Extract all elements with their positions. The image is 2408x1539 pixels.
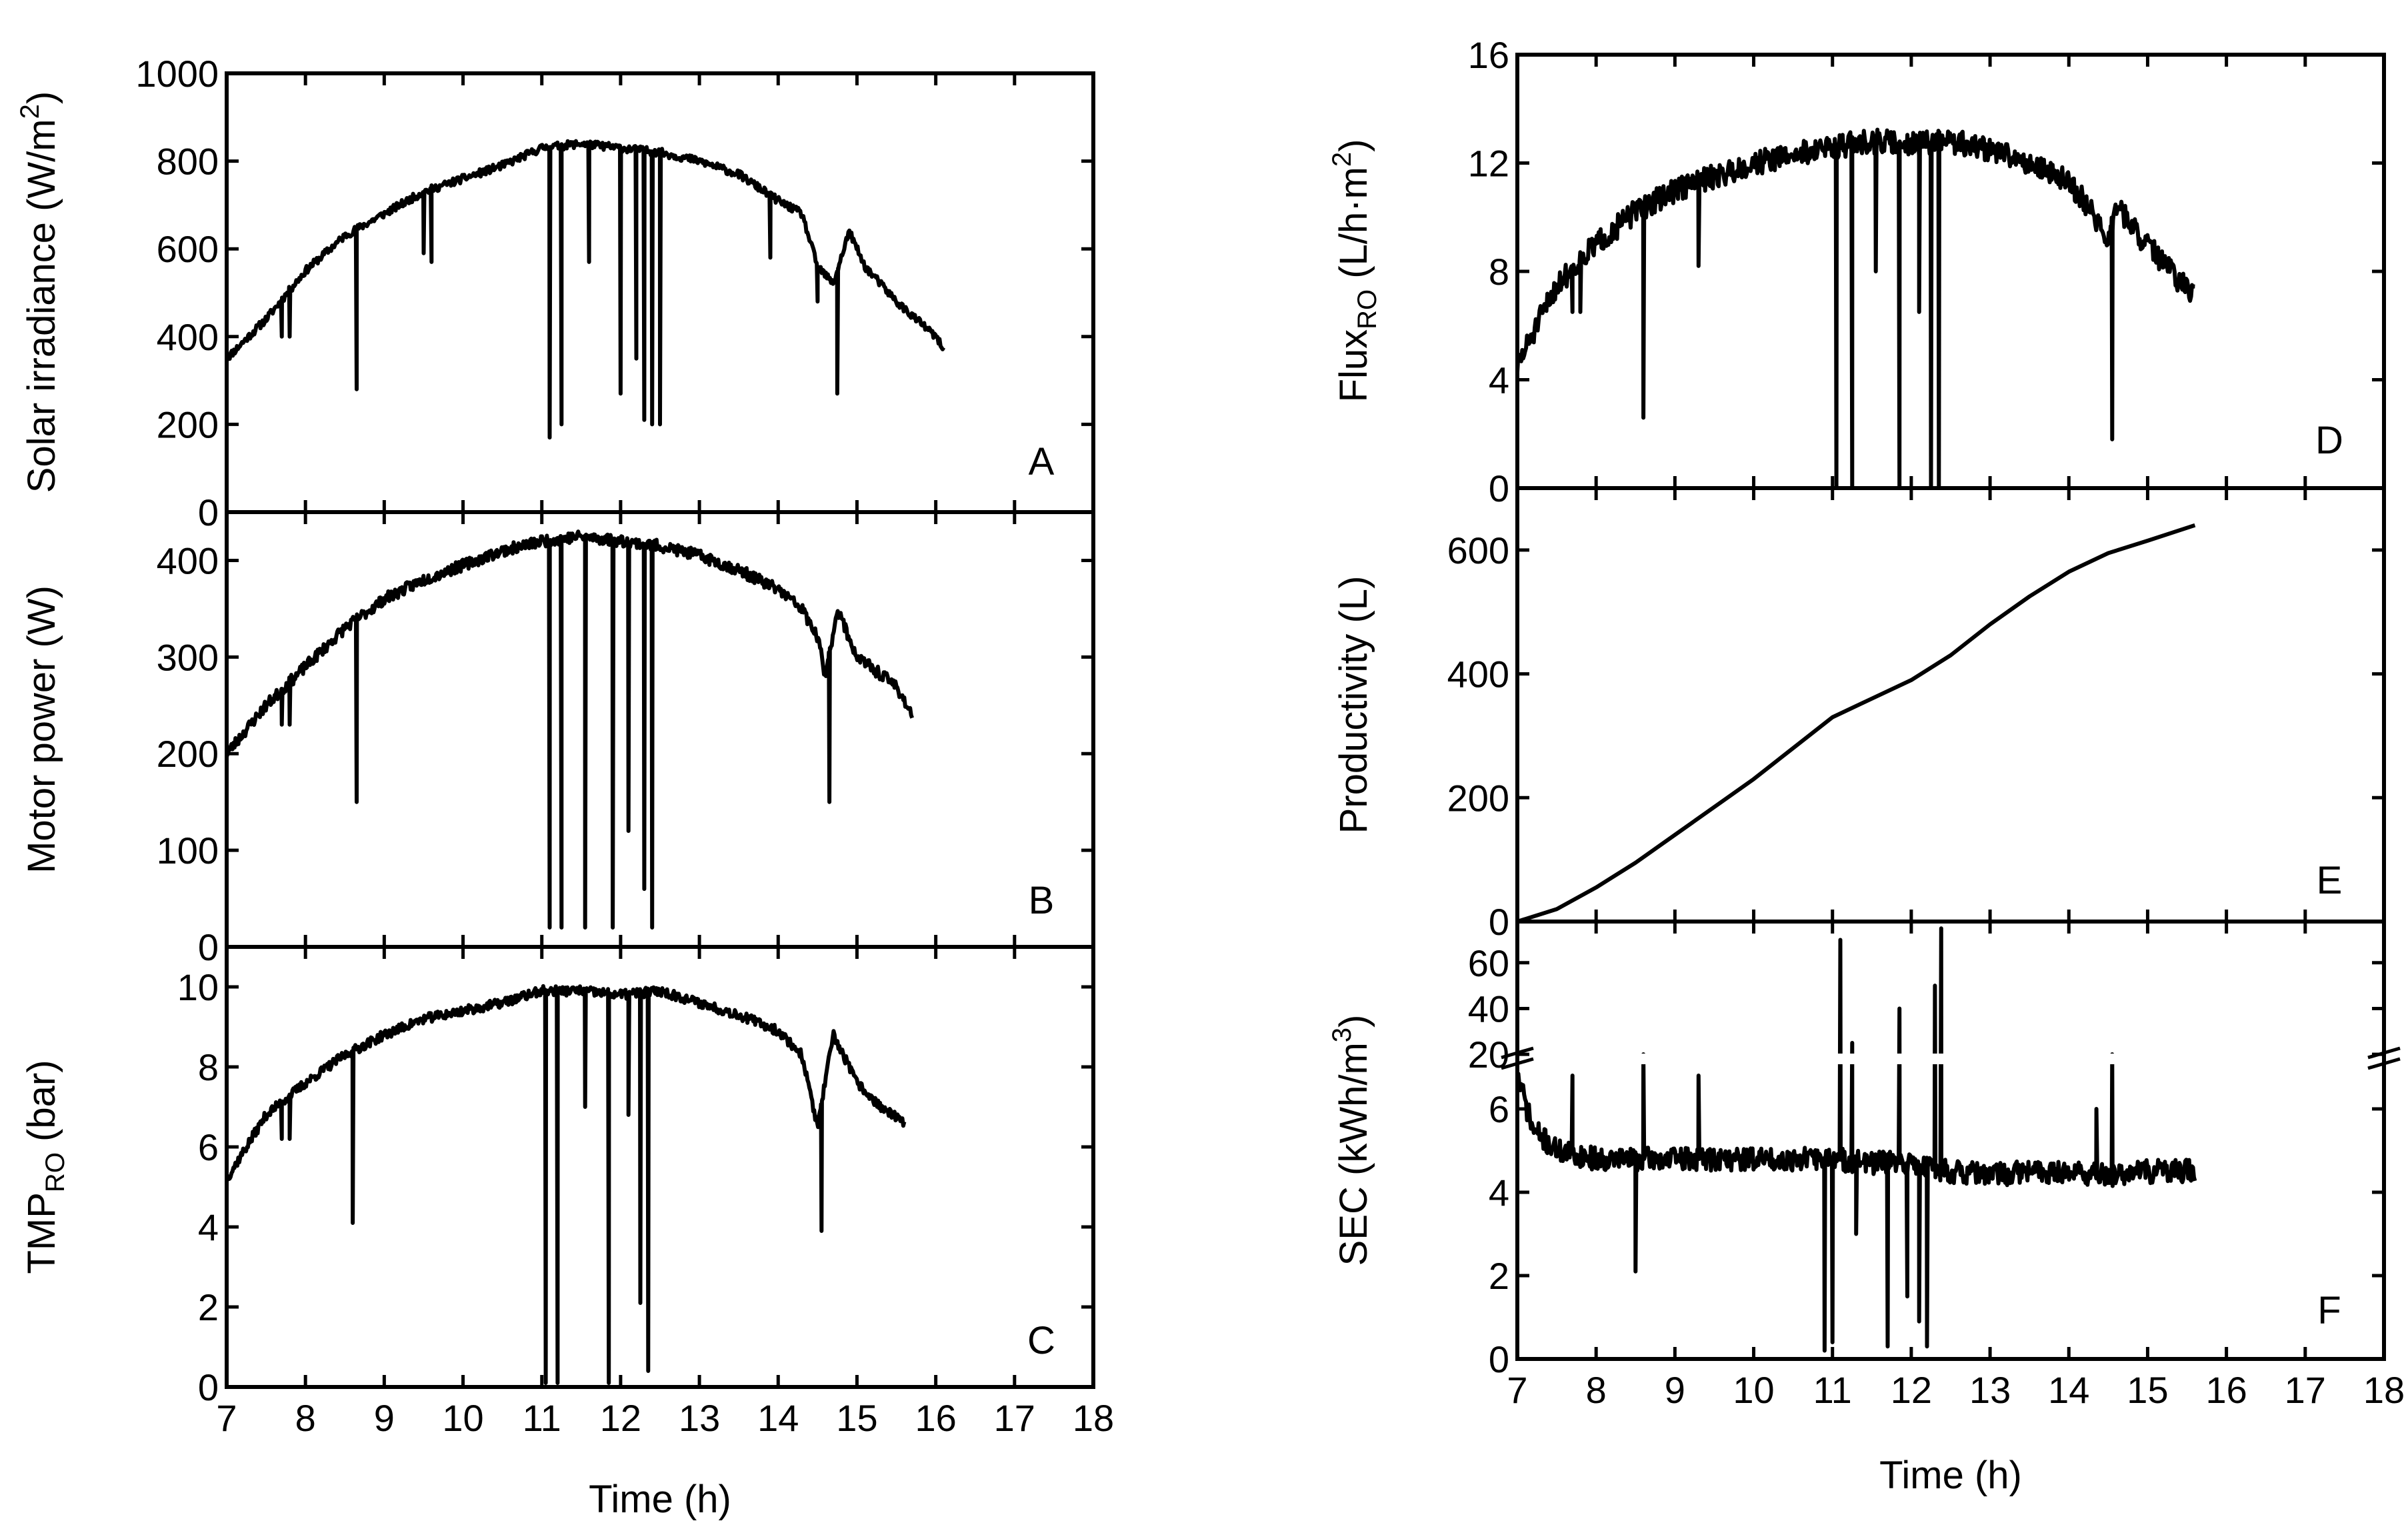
panel-a-ytick-label-1: 200 bbox=[157, 403, 219, 445]
panel-f-ytick-label-3: 6 bbox=[1489, 1088, 1509, 1130]
panel-e-ytick-label-3: 600 bbox=[1447, 529, 1509, 571]
panel-f-xtick-label-11: 18 bbox=[2363, 1369, 2405, 1411]
panel-c-frame bbox=[225, 945, 1095, 1389]
panel-c: 0 2 4 6 8 10 7 8 9 10 11 12 13 14 15 16 17 18 C TMPRO (b… bbox=[20, 945, 1114, 1521]
panel-f-xtick-label-9: 16 bbox=[2205, 1369, 2247, 1411]
panel-f-label: F bbox=[2317, 1289, 2341, 1332]
panel-f-xtick-label-6: 13 bbox=[1969, 1369, 2011, 1411]
panel-f-ytick-label-2: 4 bbox=[1489, 1172, 1509, 1214]
panel-f-ytick-label-4: 20 bbox=[1468, 1034, 1509, 1076]
panel-c-ytick-label-1: 2 bbox=[198, 1286, 219, 1328]
panel-f-xaxis: 7 8 9 10 11 12 13 14 15 16 17 18 bbox=[1507, 922, 2405, 1411]
panel-f-xtick-label-2: 9 bbox=[1665, 1369, 1685, 1411]
panel-f-xtick-label-8: 15 bbox=[2127, 1369, 2168, 1411]
panel-e-yaxis: 0 200 400 600 bbox=[1447, 529, 2384, 943]
panel-f-series-line bbox=[1515, 926, 2197, 1353]
panel-c-xtick-label-5: 12 bbox=[600, 1397, 641, 1439]
panel-c-xtick-label-8: 15 bbox=[836, 1397, 877, 1439]
panel-c-xtick-label-1: 8 bbox=[295, 1397, 316, 1439]
panel-a-ytick-label-5: 1000 bbox=[135, 53, 219, 95]
panel-b-xaxis-ticks bbox=[225, 512, 1095, 947]
panel-c-ytick-label-4: 8 bbox=[198, 1046, 219, 1088]
panel-d: 0 4 8 12 16 D FluxRO (L/h·m2) bbox=[1327, 34, 2386, 509]
panel-e-label: E bbox=[2317, 859, 2343, 902]
panel-d-ytick-label-3: 12 bbox=[1468, 143, 1509, 185]
panel-c-xtick-label-3: 10 bbox=[442, 1397, 483, 1439]
panel-f-ylabel: SEC (kWh/m3) bbox=[1327, 1015, 1375, 1266]
panel-d-ylabel: FluxRO (L/h·m2) bbox=[1327, 139, 1382, 403]
panel-b-series-line bbox=[225, 529, 915, 930]
panel-f-ytick-label-6: 60 bbox=[1468, 942, 1509, 984]
panel-c-ytick-label-5: 10 bbox=[177, 966, 219, 1008]
panel-a-ytick-label-3: 600 bbox=[157, 228, 219, 270]
panel-d-ytick-label-0: 0 bbox=[1489, 467, 1509, 509]
panel-f-frame bbox=[1515, 920, 2386, 1361]
panel-a-ylabel: Solar irradiance (W/m2) bbox=[15, 91, 63, 493]
panel-a-label: A bbox=[1029, 440, 1055, 483]
panel-b-label: B bbox=[1029, 879, 1055, 922]
panel-c-xtick-label-0: 7 bbox=[216, 1397, 237, 1439]
panel-f-break-gap bbox=[1523, 1054, 2379, 1064]
panel-c-ylabel: TMPRO (bar) bbox=[20, 1060, 70, 1274]
panel-c-xtick-label-10: 17 bbox=[994, 1397, 1035, 1439]
panel-b: 0 100 200 300 400 B Motor power (W) bbox=[20, 510, 1095, 968]
panel-c-xtick-label-11: 18 bbox=[1073, 1397, 1114, 1439]
panel-f-xtick-label-0: 7 bbox=[1507, 1369, 1527, 1411]
panel-b-ytick-label-2: 200 bbox=[157, 733, 219, 775]
panel-f-xtick-label-5: 12 bbox=[1891, 1369, 1932, 1411]
panel-f-xtick-label-4: 11 bbox=[1813, 1369, 1852, 1411]
panel-a-ytick-label-0: 0 bbox=[198, 491, 219, 533]
panel-c-xtick-label-4: 11 bbox=[523, 1397, 561, 1439]
panel-e: 0 200 400 600 E Productivity (L) bbox=[1332, 486, 2386, 943]
panel-c-yaxis: 0 2 4 6 8 10 bbox=[177, 966, 1093, 1408]
panel-c-xtick-label-9: 16 bbox=[915, 1397, 956, 1439]
panel-d-ytick-label-2: 8 bbox=[1489, 251, 1509, 293]
panel-d-frame bbox=[1515, 53, 2386, 490]
panel-a-ytick-label-4: 800 bbox=[157, 141, 219, 183]
panel-e-ytick-label-2: 400 bbox=[1447, 653, 1509, 695]
panel-b-ytick-label-0: 0 bbox=[198, 926, 219, 968]
panel-d-ytick-label-1: 4 bbox=[1489, 359, 1509, 401]
panel-d-label: D bbox=[2315, 419, 2343, 462]
panel-e-series-line bbox=[1517, 523, 2196, 924]
panel-c-ytick-label-0: 0 bbox=[198, 1366, 219, 1408]
panel-f-axis-break bbox=[1501, 1046, 2401, 1070]
panel-d-series-line bbox=[1515, 127, 2196, 490]
panel-c-xtick-label-2: 9 bbox=[374, 1397, 395, 1439]
panel-d-yaxis: 0 4 8 12 16 bbox=[1468, 34, 2384, 509]
panel-a-ytick-label-2: 400 bbox=[157, 316, 219, 358]
panel-c-ytick-label-3: 6 bbox=[198, 1126, 219, 1168]
panel-f-xtick-label-10: 17 bbox=[2285, 1369, 2326, 1411]
panel-f-ytick-label-0: 0 bbox=[1489, 1338, 1509, 1380]
panel-c-xlabel: Time (h) bbox=[589, 1478, 731, 1521]
panel-a: 0 200 400 600 800 1000 A Solar irradiance (W/… bbox=[15, 53, 1095, 533]
panel-e-ylabel: Productivity (L) bbox=[1332, 576, 1375, 834]
panel-a-series-line bbox=[225, 139, 946, 440]
panel-f-ytick-label-1: 2 bbox=[1489, 1255, 1509, 1297]
panel-b-ytick-label-1: 100 bbox=[157, 830, 219, 872]
panel-c-xtick-label-6: 13 bbox=[679, 1397, 720, 1439]
panel-f-xtick-label-1: 8 bbox=[1586, 1369, 1607, 1411]
panel-b-yaxis: 0 100 200 300 400 bbox=[157, 539, 1093, 968]
panel-f-xlabel: Time (h) bbox=[1879, 1454, 2022, 1497]
panel-b-ylabel: Motor power (W) bbox=[20, 585, 63, 874]
panel-e-ytick-label-0: 0 bbox=[1489, 901, 1509, 943]
panel-c-xaxis: 7 8 9 10 11 12 13 14 15 16 17 18 bbox=[216, 947, 1114, 1439]
panel-f-xtick-label-7: 14 bbox=[2048, 1369, 2089, 1411]
panel-c-series-line bbox=[225, 984, 907, 1385]
panel-d-ytick-label-4: 16 bbox=[1468, 34, 1509, 76]
panel-d-xaxis-ticks bbox=[1515, 55, 2386, 488]
panel-a-yaxis: 0 200 400 600 800 1000 bbox=[135, 53, 1093, 533]
panel-c-label: C bbox=[1027, 1319, 1055, 1362]
panel-f-xtick-label-3: 10 bbox=[1733, 1369, 1774, 1411]
panel-b-ytick-label-4: 400 bbox=[157, 539, 219, 581]
panel-e-ytick-label-1: 200 bbox=[1447, 777, 1509, 819]
panel-c-xtick-label-7: 14 bbox=[757, 1397, 799, 1439]
panel-b-ytick-label-3: 300 bbox=[157, 636, 219, 678]
panel-c-ytick-label-2: 4 bbox=[198, 1206, 219, 1248]
panel-f-ytick-label-5: 40 bbox=[1468, 988, 1509, 1030]
